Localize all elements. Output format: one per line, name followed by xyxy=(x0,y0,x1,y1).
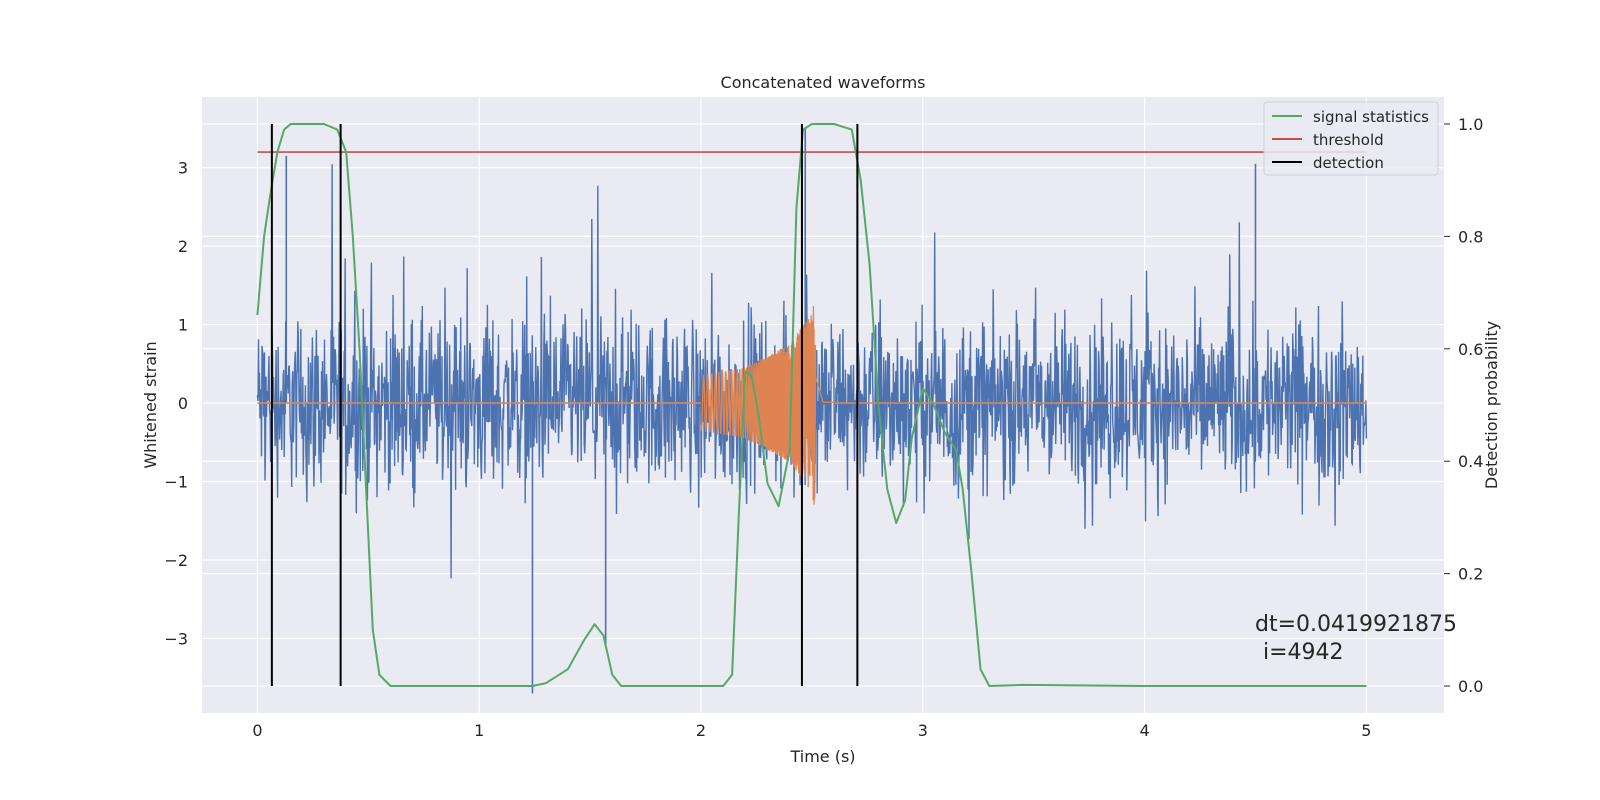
annotation-i: i=4942 xyxy=(1263,640,1344,665)
legend: signal statistics threshold detection xyxy=(1263,101,1439,176)
x-tick-label: 3 xyxy=(918,721,928,740)
x-tick-label: 5 xyxy=(1361,721,1371,740)
injection-series xyxy=(257,305,1367,505)
tick-labels: 0 1 2 3 4 5 −3 −2 −1 0 1 2 3 0.0 0.2 0.4 0.6 0.8 1.0 xyxy=(164,115,1483,740)
signal-statistics-line xyxy=(256,123,1367,687)
y2-tick-label: 0.2 xyxy=(1458,565,1483,584)
y-tick-label: 2 xyxy=(178,237,188,256)
injection-chirp xyxy=(700,305,835,505)
y-tick-label: 3 xyxy=(178,159,188,178)
annotation-dt: dt=0.0419921875 xyxy=(1255,612,1457,637)
y-tick-label: −1 xyxy=(164,473,188,492)
y2-tick-label: 0.4 xyxy=(1458,452,1483,471)
y-tick-label: 1 xyxy=(178,316,188,335)
x-tick-label: 0 xyxy=(252,721,262,740)
y2-tick-label: 0.8 xyxy=(1458,227,1483,246)
y2-tick-label: 0.6 xyxy=(1458,340,1483,359)
legend-label-signal-statistics: signal statistics xyxy=(1313,108,1429,126)
x-tick-label: 4 xyxy=(1139,721,1149,740)
y-tick-label: −3 xyxy=(164,629,188,648)
legend-label-detection: detection xyxy=(1313,154,1384,172)
chart-title: Concatenated waveforms xyxy=(721,73,926,92)
legend-label-threshold: threshold xyxy=(1313,131,1384,149)
right-axis-series xyxy=(256,123,1367,687)
y-tick-label: −2 xyxy=(164,551,188,570)
y-axis-label: Whitened strain xyxy=(141,341,160,468)
x-tick-label: 2 xyxy=(696,721,706,740)
y-tick-label: 0 xyxy=(178,394,188,413)
x-axis-label: Time (s) xyxy=(789,747,855,766)
y2-tick-label: 0.0 xyxy=(1458,677,1483,696)
y2-tick-label: 1.0 xyxy=(1458,115,1483,134)
legend-frame xyxy=(1263,101,1439,176)
y2-axis-label: Detection probability xyxy=(1482,321,1501,489)
x-tick-label: 1 xyxy=(474,721,484,740)
